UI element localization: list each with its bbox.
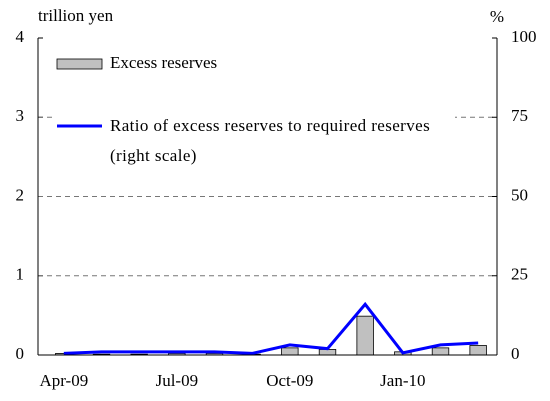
x-tick-label: Jul-09: [156, 371, 199, 390]
bar: [281, 347, 299, 356]
y-tick-label: 2: [16, 185, 25, 204]
y2-tick-label: 0: [511, 344, 520, 363]
x-tick-label: Oct-09: [266, 371, 313, 390]
y2-tick-label: 25: [511, 265, 528, 284]
y-tick-label: 0: [16, 344, 25, 363]
y-tick-label: 4: [16, 27, 25, 46]
y2-axis-label: %: [490, 7, 504, 26]
y-axis-label: trillion yen: [38, 6, 114, 25]
bar: [469, 345, 487, 356]
legend-swatch: [56, 58, 103, 70]
y2-tick-label: 50: [511, 185, 528, 204]
line: [63, 301, 479, 355]
y2-tick-label: 100: [511, 27, 537, 46]
bar: [356, 315, 374, 356]
bar: [318, 349, 337, 356]
y2-tick-label: 75: [511, 106, 528, 125]
x-tick-label: Jan-10: [380, 371, 425, 390]
y-tick-label: 1: [16, 265, 25, 284]
legend-label: Ratio of excess reserves to required res…: [110, 111, 455, 171]
y-tick-label: 3: [16, 106, 25, 125]
x-tick-label: Apr-09: [39, 371, 88, 390]
bar: [431, 347, 450, 356]
legend-label: Excess reserves: [110, 53, 217, 72]
